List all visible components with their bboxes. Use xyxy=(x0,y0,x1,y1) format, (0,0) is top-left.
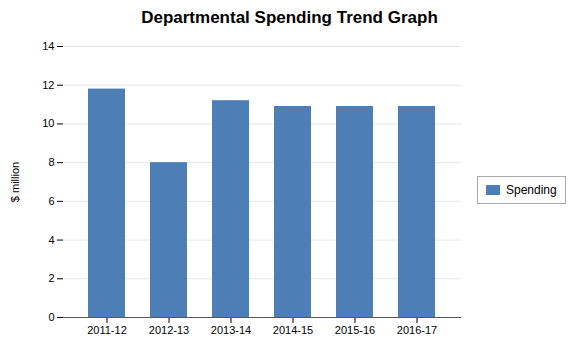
svg-text:14: 14 xyxy=(42,40,54,52)
svg-text:0: 0 xyxy=(48,311,54,323)
svg-text:2: 2 xyxy=(48,272,54,284)
svg-text:$ million: $ million xyxy=(9,162,21,202)
html-text:Spending: Spending xyxy=(506,182,557,197)
svg-text:6: 6 xyxy=(48,195,54,207)
svg-text:8: 8 xyxy=(48,156,54,168)
svg-text:12: 12 xyxy=(42,79,54,91)
svg-text:2016-17: 2016-17 xyxy=(397,324,437,336)
svg-text:2015-16: 2015-16 xyxy=(335,324,375,336)
svg-text:2014-15: 2014-15 xyxy=(273,324,313,336)
svg-text:2012-13: 2012-13 xyxy=(149,324,189,336)
svg-text:4: 4 xyxy=(48,234,54,246)
svg-text:10: 10 xyxy=(42,117,54,129)
svg-text:2011-12: 2011-12 xyxy=(87,324,127,336)
svg-text:2013-14: 2013-14 xyxy=(211,324,251,336)
html-text:Departmental Spending Trend Gr: Departmental Spending Trend Graph xyxy=(141,8,438,27)
